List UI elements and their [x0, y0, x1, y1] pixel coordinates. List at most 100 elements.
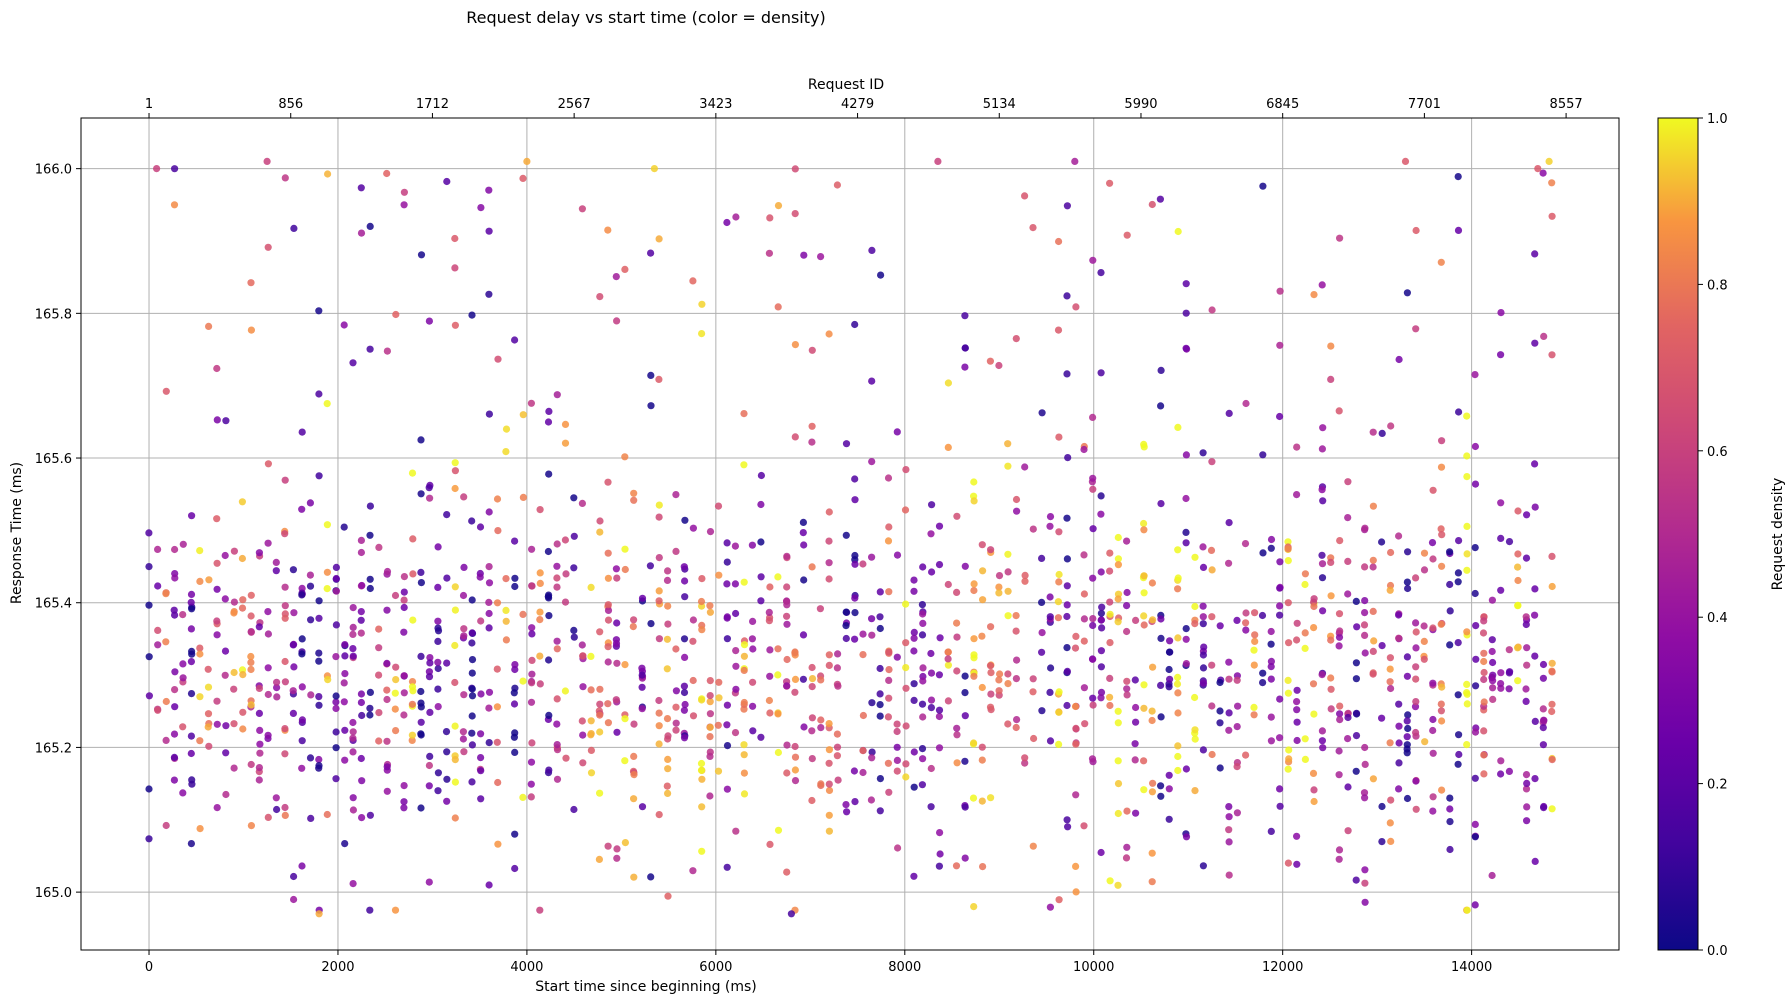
scatter-point	[1387, 422, 1395, 430]
scatter-point	[842, 801, 850, 809]
scatter-point	[714, 502, 723, 510]
scatter-point	[341, 840, 349, 848]
scatter-point	[247, 665, 255, 674]
scatter-point	[1072, 862, 1080, 871]
scatter-point	[1225, 726, 1233, 734]
scatter-point	[1199, 862, 1207, 870]
scatter-point	[1225, 803, 1233, 811]
scatter-point	[332, 775, 340, 783]
scatter-point	[1531, 652, 1539, 660]
scatter-point	[1403, 653, 1411, 661]
scatter-point	[264, 608, 272, 616]
scatter-point	[315, 701, 323, 709]
scatter-point	[732, 662, 740, 670]
scatter-point	[876, 588, 884, 596]
scatter-point	[834, 776, 842, 784]
scatter-point	[800, 251, 808, 259]
scatter-point	[553, 540, 561, 548]
scatter-point	[791, 777, 800, 785]
x-tick-label: 14000	[1451, 960, 1492, 975]
scatter-point	[1522, 554, 1531, 562]
scatter-point	[264, 813, 272, 822]
scatter-point	[1335, 642, 1343, 650]
scatter-point	[596, 685, 604, 693]
scatter-point	[1386, 654, 1394, 662]
scatter-point	[766, 614, 774, 622]
scatter-point	[901, 506, 910, 514]
scatter-point	[315, 649, 323, 657]
scatter-point	[757, 597, 765, 605]
scatter-point	[902, 664, 910, 672]
scatter-point	[578, 717, 586, 725]
scatter-point	[1072, 303, 1080, 311]
scatter-point	[672, 719, 680, 727]
scatter-point	[315, 597, 323, 605]
scatter-point	[239, 708, 247, 716]
scatter-point	[349, 623, 357, 632]
scatter-point	[1250, 661, 1258, 669]
scatter-point	[1182, 528, 1190, 537]
scatter-point	[426, 494, 434, 502]
scatter-point	[1386, 665, 1394, 673]
scatter-point	[1132, 809, 1140, 817]
scatter-point	[528, 545, 536, 553]
scatter-point	[502, 575, 510, 583]
scatter-point	[877, 271, 885, 279]
scatter-point	[298, 635, 306, 643]
scatter-point	[774, 645, 782, 653]
scatter-point	[1267, 675, 1275, 683]
scatter-point	[281, 750, 289, 758]
scatter-point	[613, 619, 621, 627]
scatter-point	[1123, 807, 1131, 815]
scatter-point	[885, 676, 893, 685]
scatter-point	[1080, 684, 1088, 692]
scatter-point	[1097, 663, 1105, 671]
scatter-point	[663, 635, 672, 643]
scatter-point	[315, 762, 323, 770]
scatter-point	[935, 862, 944, 870]
scatter-point	[816, 605, 825, 613]
scatter-point	[536, 569, 544, 577]
scatter-point	[1318, 574, 1327, 582]
scatter-point	[1140, 704, 1148, 712]
scatter-point	[545, 591, 553, 599]
scatter-point	[791, 433, 799, 441]
scatter-point	[188, 776, 196, 784]
scatter-point	[910, 628, 918, 637]
scatter-point	[706, 733, 714, 741]
scatter-point	[434, 703, 442, 711]
scatter-point	[511, 830, 519, 838]
scatter-point	[1123, 685, 1131, 693]
scatter-point	[434, 787, 442, 795]
scatter-point	[1505, 646, 1513, 654]
scatter-point	[1335, 771, 1343, 779]
scatter-point	[647, 249, 655, 257]
scatter-point	[1395, 759, 1403, 767]
scatter-point	[502, 617, 510, 625]
scatter-point	[1004, 612, 1012, 620]
scatter-point	[315, 755, 323, 764]
scatter-point	[1012, 723, 1020, 732]
scatter-point	[732, 609, 740, 618]
scatter-point	[1539, 674, 1547, 682]
scatter-point	[383, 659, 391, 668]
scatter-point	[630, 771, 638, 779]
scatter-point	[400, 596, 408, 604]
scatter-point	[843, 808, 851, 816]
scatter-point	[324, 170, 332, 178]
scatter-point	[332, 563, 340, 572]
scatter-point	[281, 678, 289, 686]
scatter-point	[425, 878, 433, 886]
scatter-point	[1378, 838, 1386, 846]
scatter-point	[655, 635, 664, 643]
scatter-point	[680, 706, 689, 714]
scatter-point	[1004, 440, 1012, 448]
scatter-point	[1505, 767, 1513, 776]
scatter-point	[604, 700, 612, 708]
scatter-point	[1336, 537, 1344, 545]
scatter-point	[1004, 587, 1012, 595]
scatter-point	[833, 730, 842, 738]
scatter-point	[1531, 585, 1539, 593]
scatter-point	[1157, 681, 1165, 690]
scatter-point	[740, 461, 748, 469]
